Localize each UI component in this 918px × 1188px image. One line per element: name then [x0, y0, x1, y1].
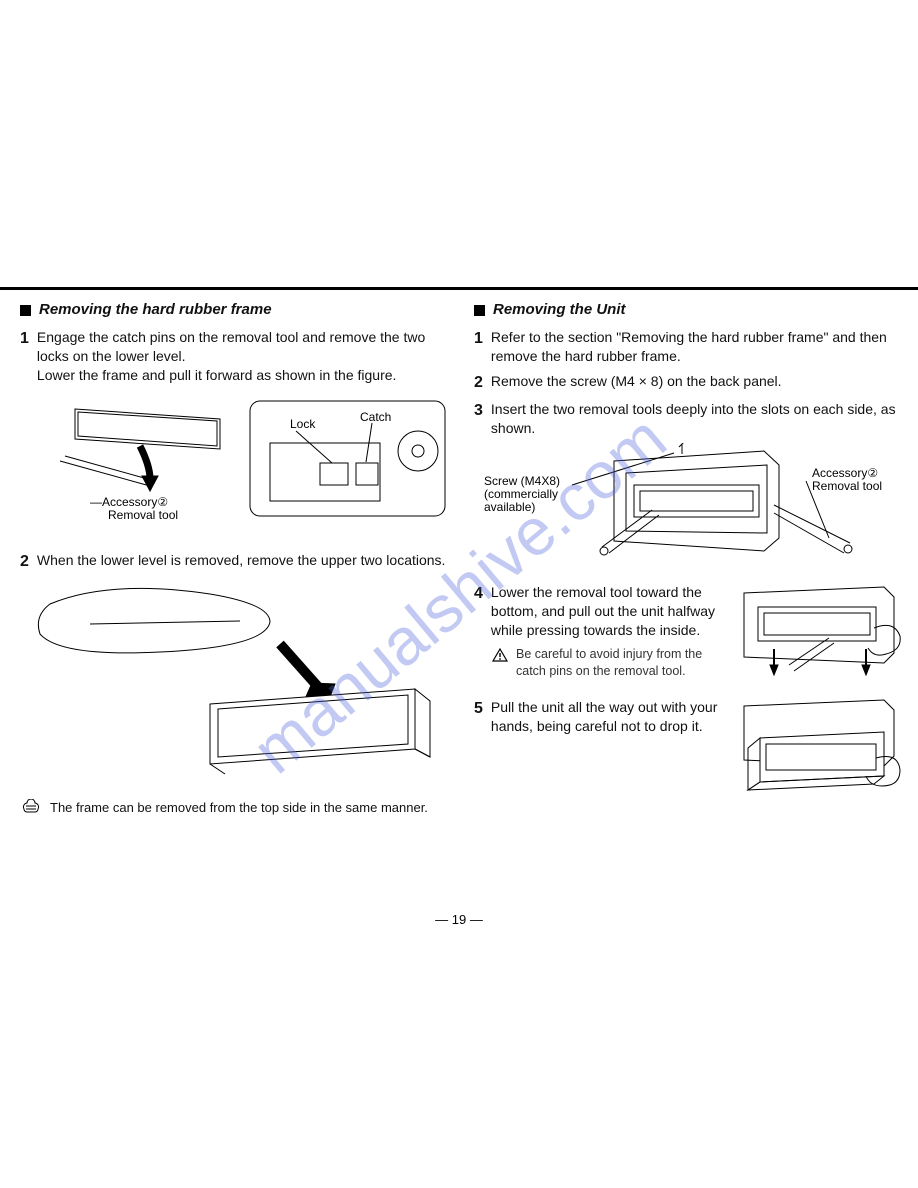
square-bullet-icon: [20, 305, 31, 316]
figure-upper-removal: [20, 579, 450, 789]
step-text: Remove the screw (M4 × 8) on the back pa…: [491, 372, 904, 394]
figure-pull-halfway: [734, 583, 904, 698]
right-step-5: 5 Pull the unit all the way out with you…: [474, 698, 726, 736]
top-rule: [0, 287, 918, 290]
callout-removal-tool: Removal tool: [108, 508, 178, 522]
callout-removal-tool: Removal tool: [812, 479, 882, 493]
step-text: When the lower level is removed, remove …: [37, 551, 450, 573]
step-text: Insert the two removal tools deeply into…: [491, 400, 904, 438]
left-section-title: Removing the hard rubber frame: [39, 300, 272, 320]
warning-text: Be careful to avoid injury from the catc…: [516, 646, 726, 680]
figure-insert-tools: Screw (M4X8) (commercially available) Ac…: [474, 443, 904, 573]
figure-pull-out: [734, 698, 904, 813]
callout-accessory-text: Accessory②: [102, 495, 168, 509]
callout-catch: Catch: [360, 410, 391, 424]
content-area: Removing the hard rubber frame 1 Engage …: [20, 300, 898, 819]
note-row: The frame can be removed from the top si…: [20, 799, 450, 820]
note-cloud-icon: [20, 799, 42, 820]
callout-screw-b: (commercially: [484, 487, 558, 501]
note-text: The frame can be removed from the top si…: [50, 799, 450, 817]
right-section-title: Removing the Unit: [493, 300, 626, 320]
warning-row: Be careful to avoid injury from the catc…: [492, 646, 726, 680]
step-text: Engage the catch pins on the removal too…: [37, 328, 450, 366]
warning-triangle-icon: [492, 648, 508, 667]
callout-accessory: —: [90, 495, 102, 509]
callout-screw-c: available): [484, 500, 535, 514]
step-number: 5: [474, 698, 483, 736]
left-step-2: 2 When the lower level is removed, remov…: [20, 551, 450, 573]
right-step-5-row: 5 Pull the unit all the way out with you…: [474, 698, 904, 813]
right-step-1: 1 Refer to the section "Removing the har…: [474, 328, 904, 366]
step-number: 2: [474, 372, 483, 394]
step-number: 3: [474, 400, 483, 438]
left-column: Removing the hard rubber frame 1 Engage …: [20, 300, 450, 819]
right-step-4: 4 Lower the removal tool toward the bott…: [474, 583, 726, 640]
step-text: Lower the frame and pull it forward as s…: [37, 366, 450, 385]
step-number: 1: [20, 328, 29, 385]
step-body: Engage the catch pins on the removal too…: [37, 328, 450, 385]
page-number: — 19 —: [435, 912, 483, 927]
manual-page: manualshive.com Removing the hard rubber…: [0, 0, 918, 1188]
callout-accessory: Accessory②: [812, 466, 878, 480]
callout-screw-a: Screw (M4X8): [484, 474, 560, 488]
right-step-2: 2 Remove the screw (M4 × 8) on the back …: [474, 372, 904, 394]
step-text: Refer to the section "Removing the hard …: [491, 328, 904, 366]
callout-lock: Lock: [290, 417, 316, 431]
step-text: Lower the removal tool toward the bottom…: [491, 583, 726, 640]
left-section-header: Removing the hard rubber frame: [20, 300, 450, 320]
step-number: 4: [474, 583, 483, 640]
step-number: 1: [474, 328, 483, 366]
left-step-1: 1 Engage the catch pins on the removal t…: [20, 328, 450, 385]
right-column: Removing the Unit 1 Refer to the section…: [474, 300, 904, 819]
right-section-header: Removing the Unit: [474, 300, 904, 320]
step-text: Pull the unit all the way out with your …: [491, 698, 726, 736]
step-number: 2: [20, 551, 29, 573]
figure-frame-removal: — Accessory② Removal tool Lock: [20, 391, 450, 541]
right-step-4-row: 4 Lower the removal tool toward the bott…: [474, 583, 904, 698]
square-bullet-icon: [474, 305, 485, 316]
right-step-3: 3 Insert the two removal tools deeply in…: [474, 400, 904, 438]
